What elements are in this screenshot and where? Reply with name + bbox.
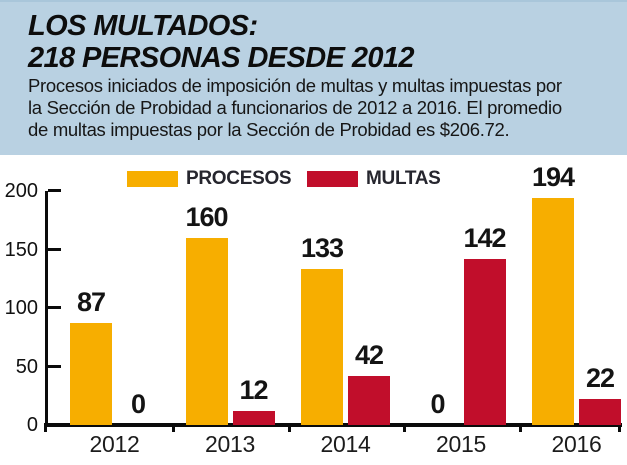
x-axis-year-label: 2014: [320, 431, 371, 457]
y-tick: [48, 247, 61, 251]
legend-swatch-multas: [307, 171, 358, 187]
bar-procesos-2013: [185, 238, 228, 425]
bar-multas-2015: [463, 259, 506, 425]
subtitle: Procesos iniciados de imposición de mult…: [28, 75, 562, 141]
bar-multas-2013: [232, 411, 275, 425]
value-label-multas-2016: 22: [585, 363, 615, 393]
y-tick-label: 50: [15, 355, 38, 378]
y-tick-label: 200: [4, 180, 38, 202]
bar-procesos-2012: [70, 323, 112, 425]
header: LOS MULTADOS: 218 PERSONAS DESDE 2012 Pr…: [0, 0, 627, 155]
value-label-procesos-2015: 0: [430, 389, 445, 419]
value-label-procesos-2012: 87: [76, 287, 106, 317]
value-label-multas-2012: 0: [130, 389, 146, 419]
y-tick-label: 100: [4, 297, 38, 319]
page-title: LOS MULTADOS: 218 PERSONAS DESDE 2012: [28, 10, 415, 74]
y-tick: [48, 364, 61, 368]
bar-multas-2016: [579, 399, 621, 425]
x-axis-line: [44, 423, 622, 427]
x-tick: [44, 423, 47, 432]
x-axis-year-label: 2015: [436, 431, 486, 457]
bar-chart: PROCESOS MULTAS 0 50 100 150 200 87 0 2012 160 12…: [0, 155, 627, 465]
subtitle-line-1: Procesos iniciados de imposición de mult…: [28, 75, 562, 96]
x-tick: [618, 423, 621, 432]
x-axis-year-label: 2016: [551, 431, 602, 457]
y-axis-line: [45, 191, 48, 425]
value-label-multas-2015: 142: [463, 223, 506, 253]
value-label-procesos-2016: 194: [531, 162, 575, 192]
value-label-multas-2013: 12: [239, 375, 268, 405]
legend-label-procesos: PROCESOS: [186, 168, 292, 189]
x-tick: [172, 423, 176, 432]
bar-procesos-2014: [301, 269, 343, 425]
subtitle-line-2: la Sección de Probidad a funcionarios de…: [28, 97, 562, 118]
x-tick: [403, 423, 407, 432]
x-axis-year-label: 2013: [205, 431, 255, 457]
legend-label-multas: MULTAS: [366, 168, 441, 189]
x-axis-year-label: 2012: [89, 431, 140, 457]
value-label-procesos-2014: 133: [300, 233, 344, 263]
title-line-2: 218 PERSONAS DESDE 2012: [28, 42, 415, 74]
y-tick-label: 0: [26, 414, 38, 436]
legend-swatch-procesos: [127, 171, 178, 187]
x-tick: [518, 423, 522, 432]
bar-procesos-2016: [532, 198, 574, 425]
subtitle-line-3: de multas impuestas por la Sección de Pr…: [28, 119, 510, 140]
bar-multas-2014: [348, 376, 390, 425]
y-tick: [48, 306, 61, 309]
value-label-procesos-2013: 160: [185, 202, 228, 232]
title-line-1: LOS MULTADOS:: [28, 10, 258, 42]
y-tick-label: 150: [4, 238, 38, 261]
y-tick: [48, 189, 61, 192]
x-tick: [287, 423, 291, 432]
value-label-multas-2014: 42: [354, 340, 384, 370]
